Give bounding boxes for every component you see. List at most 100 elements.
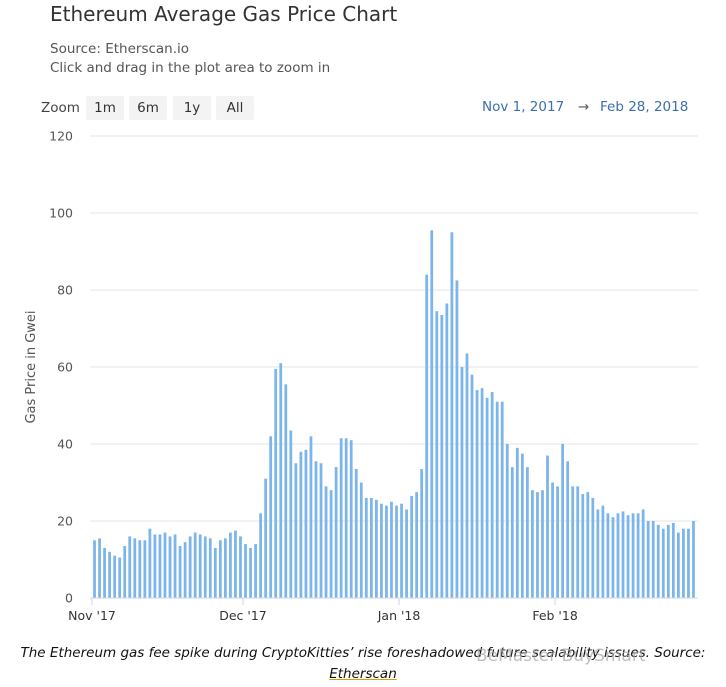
bar[interactable] bbox=[450, 232, 454, 598]
bar[interactable] bbox=[616, 513, 620, 598]
bar[interactable] bbox=[158, 534, 162, 598]
bar[interactable] bbox=[515, 447, 519, 598]
bar[interactable] bbox=[475, 390, 479, 598]
bar[interactable] bbox=[596, 509, 600, 598]
bar[interactable] bbox=[385, 505, 388, 598]
bar[interactable] bbox=[259, 513, 262, 598]
bar[interactable] bbox=[440, 315, 444, 598]
bar[interactable] bbox=[541, 490, 544, 598]
range-to[interactable]: Feb 28, 2018 bbox=[600, 99, 689, 115]
bar[interactable] bbox=[661, 528, 665, 598]
bar[interactable] bbox=[178, 546, 182, 598]
bar[interactable] bbox=[485, 397, 489, 598]
bar[interactable] bbox=[153, 534, 157, 598]
bar[interactable] bbox=[208, 538, 212, 598]
bar[interactable] bbox=[354, 469, 358, 598]
bar[interactable] bbox=[465, 353, 469, 598]
bar[interactable] bbox=[213, 547, 217, 598]
bar[interactable] bbox=[430, 230, 434, 598]
bar[interactable] bbox=[556, 486, 559, 598]
bar[interactable] bbox=[193, 532, 197, 598]
bar[interactable] bbox=[520, 453, 524, 599]
bar[interactable] bbox=[339, 438, 343, 598]
bar[interactable] bbox=[163, 532, 167, 598]
bar[interactable] bbox=[334, 467, 338, 598]
bar[interactable] bbox=[369, 497, 373, 598]
bar[interactable] bbox=[390, 501, 393, 598]
bar[interactable] bbox=[309, 436, 313, 598]
bar[interactable] bbox=[224, 538, 227, 598]
bar[interactable] bbox=[490, 392, 494, 598]
bar[interactable] bbox=[480, 388, 484, 598]
bar[interactable] bbox=[601, 505, 605, 598]
bar[interactable] bbox=[108, 551, 111, 598]
bar[interactable] bbox=[319, 463, 323, 598]
bar[interactable] bbox=[183, 542, 187, 598]
bar[interactable] bbox=[133, 538, 137, 598]
bar[interactable] bbox=[425, 274, 429, 598]
bar[interactable] bbox=[581, 494, 585, 598]
bar[interactable] bbox=[324, 486, 328, 598]
bar[interactable] bbox=[198, 534, 202, 598]
bar[interactable] bbox=[415, 492, 419, 599]
bar[interactable] bbox=[203, 536, 207, 598]
bar[interactable] bbox=[375, 499, 378, 598]
bar[interactable] bbox=[651, 521, 655, 598]
bar[interactable] bbox=[536, 492, 539, 599]
bar[interactable] bbox=[405, 509, 408, 598]
bar[interactable] bbox=[123, 546, 127, 598]
bar[interactable] bbox=[455, 280, 459, 599]
bar[interactable] bbox=[329, 490, 333, 598]
bar[interactable] bbox=[304, 449, 308, 598]
bar[interactable] bbox=[631, 513, 635, 598]
bar[interactable] bbox=[656, 524, 660, 598]
bar[interactable] bbox=[671, 522, 675, 598]
bar[interactable] bbox=[621, 511, 625, 599]
zoom-all-button[interactable]: All bbox=[216, 96, 254, 120]
bar[interactable] bbox=[148, 528, 152, 598]
bar[interactable] bbox=[314, 461, 318, 598]
bar[interactable] bbox=[188, 536, 192, 598]
bar[interactable] bbox=[359, 482, 363, 599]
bar[interactable] bbox=[168, 536, 172, 598]
bar[interactable] bbox=[113, 555, 117, 598]
bar[interactable] bbox=[395, 505, 398, 598]
bar[interactable] bbox=[344, 438, 348, 598]
bar[interactable] bbox=[400, 503, 403, 598]
bar[interactable] bbox=[687, 528, 690, 598]
bar[interactable] bbox=[531, 490, 534, 598]
bar[interactable] bbox=[591, 497, 595, 598]
bar[interactable] bbox=[435, 311, 439, 598]
bar[interactable] bbox=[173, 534, 177, 598]
bar[interactable] bbox=[566, 461, 570, 598]
bar[interactable] bbox=[646, 521, 650, 598]
bar[interactable] bbox=[143, 540, 147, 598]
bar[interactable] bbox=[269, 436, 273, 598]
zoom-1y-button[interactable]: 1y bbox=[173, 96, 211, 120]
bar[interactable] bbox=[380, 503, 383, 598]
bar[interactable] bbox=[500, 401, 504, 598]
caption-source-link[interactable]: Etherscan bbox=[329, 666, 397, 682]
bar[interactable] bbox=[636, 513, 640, 598]
bar[interactable] bbox=[546, 455, 549, 598]
bar[interactable] bbox=[294, 463, 298, 598]
bar[interactable] bbox=[218, 540, 222, 598]
bar[interactable] bbox=[606, 513, 610, 598]
bar[interactable] bbox=[626, 515, 630, 598]
bar[interactable] bbox=[505, 444, 509, 598]
bar[interactable] bbox=[254, 544, 257, 598]
bar[interactable] bbox=[364, 497, 368, 598]
bar[interactable] bbox=[138, 540, 142, 598]
bar[interactable] bbox=[349, 440, 353, 598]
bar[interactable] bbox=[586, 492, 590, 599]
bar[interactable] bbox=[611, 517, 615, 598]
bar[interactable] bbox=[666, 524, 670, 598]
bar[interactable] bbox=[118, 557, 122, 598]
bar[interactable] bbox=[234, 530, 237, 599]
bar[interactable] bbox=[289, 430, 293, 598]
bar[interactable] bbox=[249, 547, 252, 598]
bar[interactable] bbox=[103, 547, 106, 598]
bar[interactable] bbox=[279, 363, 283, 598]
bar[interactable] bbox=[526, 467, 529, 598]
bar[interactable] bbox=[128, 536, 132, 598]
